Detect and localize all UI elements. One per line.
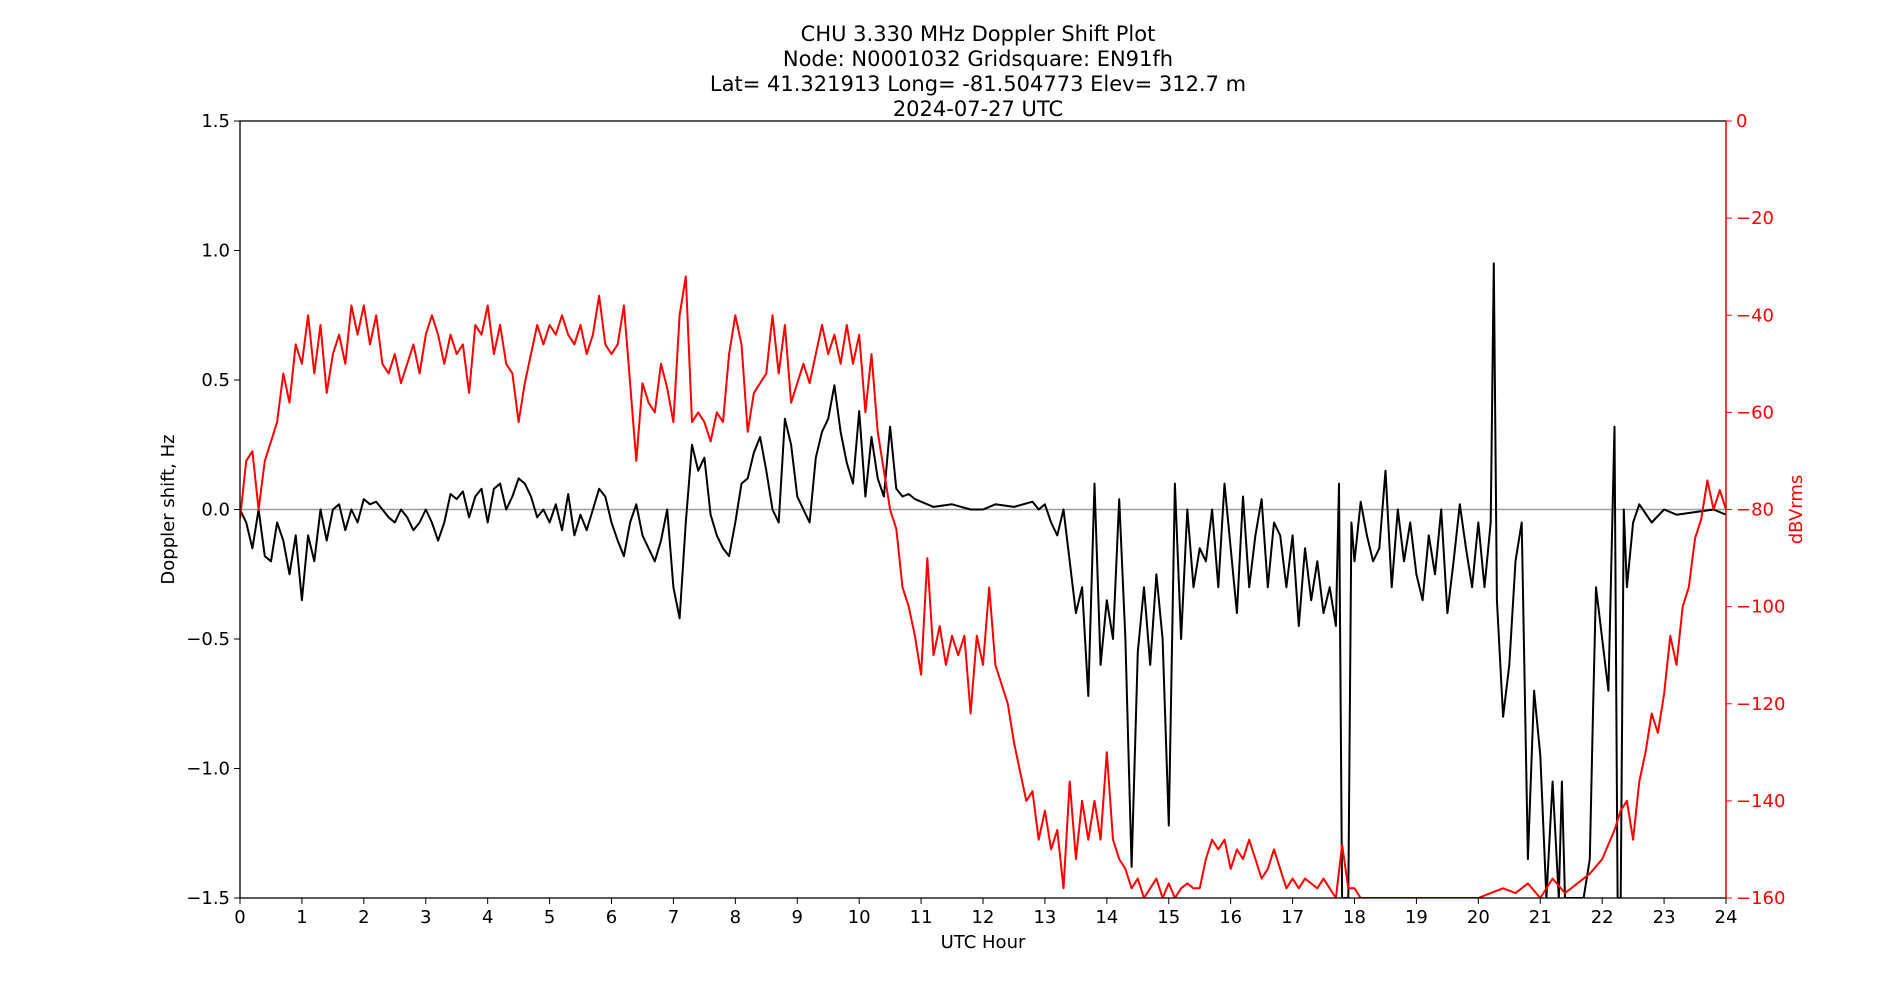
x-tick-label: 16: [1219, 907, 1242, 928]
x-tick-label: 8: [730, 907, 741, 928]
x-axis-ticks: 0 1 2 3 4 5 6 7 8 9 10 11 12 13 14 15 16 17 18 19 20 21 22 23 24: [234, 898, 1737, 928]
y2-tick-label: 0: [1736, 111, 1747, 132]
x-tick-label: 21: [1529, 907, 1552, 928]
x-tick-label: 14: [1095, 907, 1118, 928]
x-tick-label: 23: [1653, 907, 1676, 928]
y2-tick-label: −80: [1736, 500, 1774, 521]
title-line-4: 2024-07-27 UTC: [893, 97, 1063, 121]
y2-tick-label: −20: [1736, 208, 1774, 229]
x-axis-label: UTC Hour: [941, 932, 1026, 953]
x-tick-label: 3: [420, 907, 431, 928]
series-layer: [240, 262, 1726, 898]
y2-tick-label: −60: [1736, 402, 1774, 423]
y2-tick-label: −100: [1736, 597, 1785, 618]
x-tick-label: 15: [1157, 907, 1180, 928]
y2-tick-label: −140: [1736, 791, 1785, 812]
x-tick-label: 22: [1591, 907, 1614, 928]
x-tick-label: 10: [848, 907, 871, 928]
x-tick-label: 7: [668, 907, 679, 928]
x-tick-label: 0: [234, 907, 245, 928]
x-tick-label: 20: [1467, 907, 1490, 928]
y-tick-label: 0.0: [201, 500, 230, 521]
x-tick-label: 19: [1405, 907, 1428, 928]
x-tick-label: 1: [296, 907, 307, 928]
x-tick-label: 24: [1715, 907, 1738, 928]
series-line-doppler-shift: [240, 262, 1726, 898]
y-tick-label: 0.5: [201, 370, 230, 391]
y-tick-label: −0.5: [186, 629, 230, 650]
x-tick-label: 9: [792, 907, 803, 928]
y-axis-label: Doppler shift, Hz: [158, 434, 179, 584]
x-tick-label: 12: [972, 907, 995, 928]
y-tick-label: −1.5: [186, 888, 230, 909]
y-tick-label: −1.0: [186, 759, 230, 780]
y-tick-label: 1.5: [201, 111, 230, 132]
x-tick-label: 18: [1343, 907, 1366, 928]
y2-axis-ticks: 0 −20 −40 −60 −80 −100 −120 −140 −160: [1725, 111, 1785, 909]
x-tick-label: 2: [358, 907, 369, 928]
title-line-3: Lat= 41.321913 Long= -81.504773 Elev= 31…: [710, 72, 1246, 96]
y2-axis-label: dBVrms: [1786, 475, 1807, 545]
x-tick-label: 17: [1281, 907, 1304, 928]
title-line-2: Node: N0001032 Gridsquare: EN91fh: [783, 47, 1173, 71]
x-tick-label: 11: [910, 907, 933, 928]
x-tick-label: 13: [1033, 907, 1056, 928]
x-tick-label: 6: [606, 907, 617, 928]
series-line-signal-level: [240, 275, 1726, 898]
title-line-1: CHU 3.330 MHz Doppler Shift Plot: [801, 22, 1156, 46]
y-axis-ticks: −1.5 −1.0 −0.5 0.0 0.5 1.0 1.5: [186, 111, 240, 909]
y2-tick-label: −120: [1736, 694, 1785, 715]
y2-tick-label: −40: [1736, 305, 1774, 326]
x-tick-label: 5: [544, 907, 555, 928]
x-tick-label: 4: [482, 907, 493, 928]
y-tick-label: 1.0: [201, 241, 230, 262]
y2-tick-label: −160: [1736, 888, 1785, 909]
chart-title: CHU 3.330 MHz Doppler Shift Plot Node: N…: [710, 22, 1246, 121]
